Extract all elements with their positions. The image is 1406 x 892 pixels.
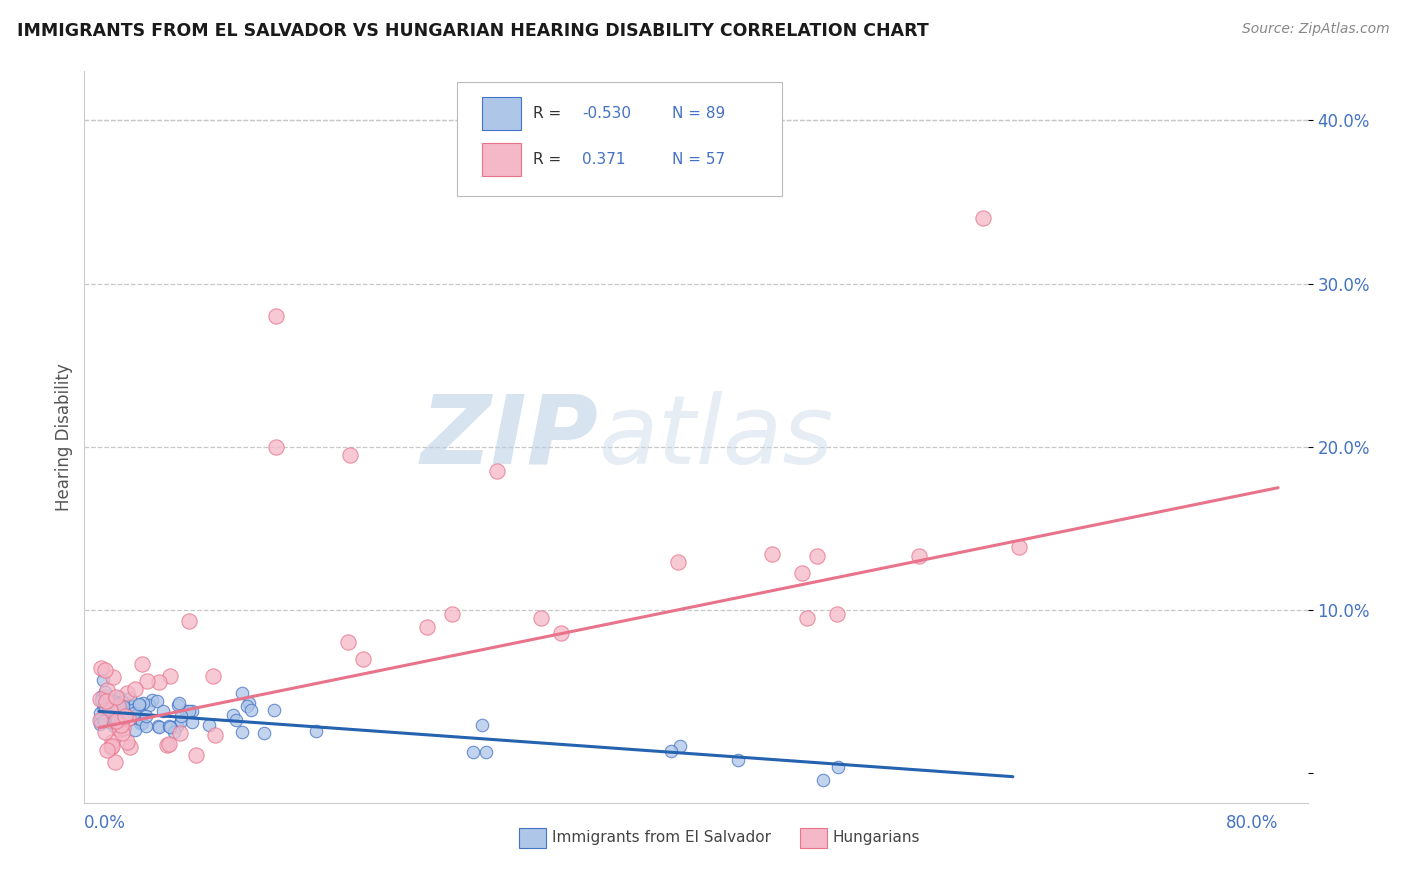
Text: Source: ZipAtlas.com: Source: ZipAtlas.com bbox=[1241, 22, 1389, 37]
FancyBboxPatch shape bbox=[457, 82, 782, 195]
Bar bbox=[482, 97, 522, 130]
Text: R =: R = bbox=[533, 106, 561, 121]
Text: 0.0%: 0.0% bbox=[84, 814, 127, 832]
Text: atlas: atlas bbox=[598, 391, 834, 483]
Text: 80.0%: 80.0% bbox=[1226, 814, 1278, 832]
Bar bbox=[519, 828, 546, 848]
Text: Hungarians: Hungarians bbox=[832, 830, 921, 846]
Text: IMMIGRANTS FROM EL SALVADOR VS HUNGARIAN HEARING DISABILITY CORRELATION CHART: IMMIGRANTS FROM EL SALVADOR VS HUNGARIAN… bbox=[17, 22, 928, 40]
Y-axis label: Hearing Disability: Hearing Disability bbox=[55, 363, 73, 511]
Text: R =: R = bbox=[533, 153, 561, 168]
Text: 0.371: 0.371 bbox=[582, 153, 626, 168]
Text: -0.530: -0.530 bbox=[582, 106, 631, 121]
Text: Immigrants from El Salvador: Immigrants from El Salvador bbox=[551, 830, 770, 846]
Text: N = 57: N = 57 bbox=[672, 153, 724, 168]
Bar bbox=[800, 828, 827, 848]
Bar bbox=[482, 143, 522, 176]
Text: N = 89: N = 89 bbox=[672, 106, 724, 121]
Text: ZIP: ZIP bbox=[420, 391, 598, 483]
